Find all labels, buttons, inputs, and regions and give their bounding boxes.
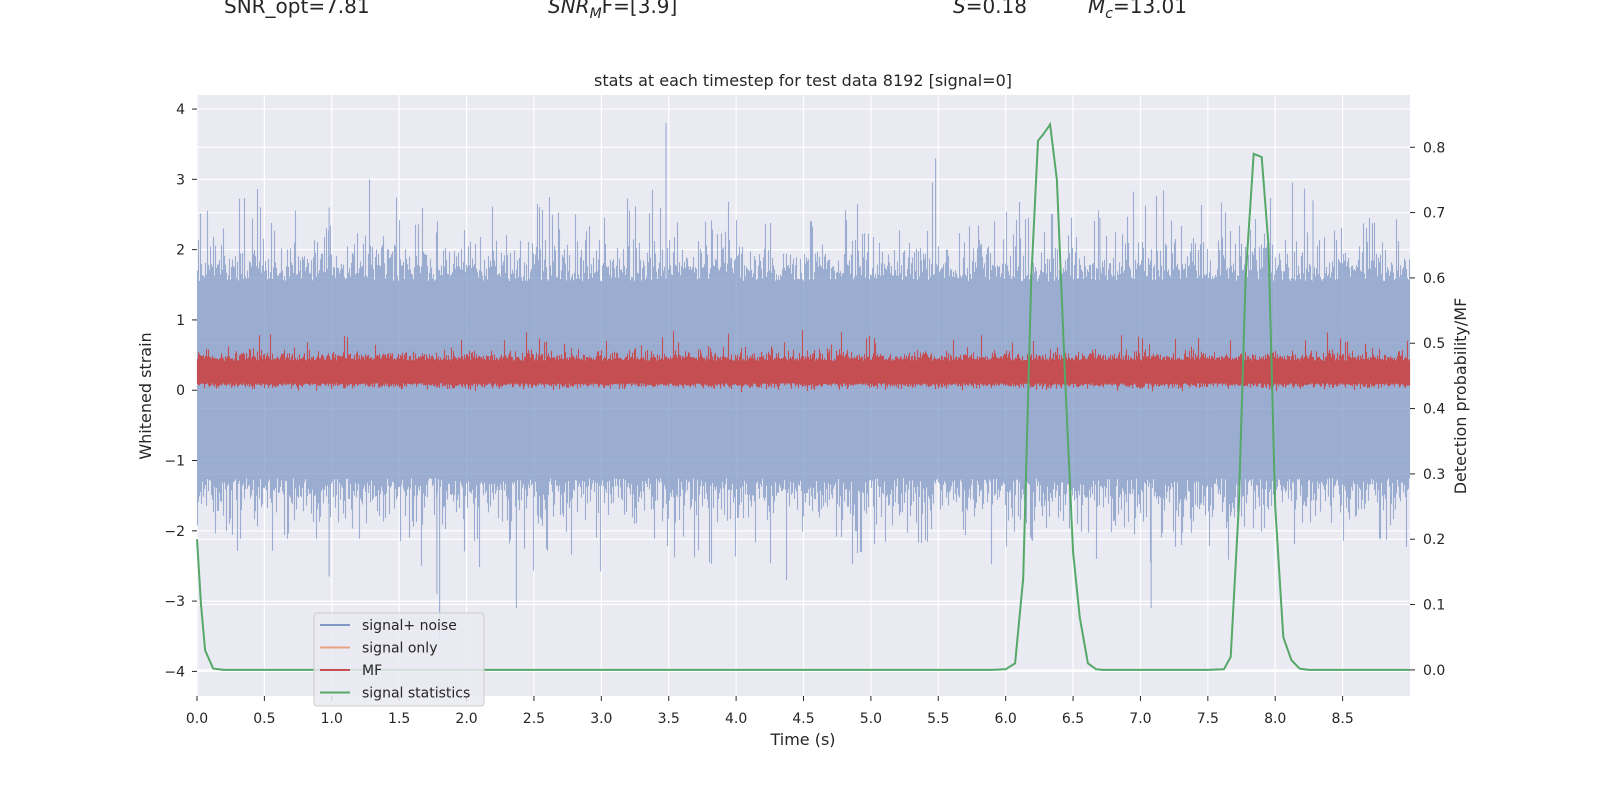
snr-mf-label: SNRMF=[3.9] bbox=[548, 0, 678, 22]
x-tick-label: 4.5 bbox=[792, 711, 814, 727]
mf-trace bbox=[196, 329, 1411, 393]
y-tick-label: −3 bbox=[164, 594, 185, 610]
series-mf bbox=[196, 329, 1411, 393]
y-tick-label: −2 bbox=[164, 524, 185, 540]
x-tick-label: 1.5 bbox=[388, 711, 410, 727]
y-right-tick-label: 0.6 bbox=[1423, 271, 1445, 287]
y-tick-label: 1 bbox=[176, 313, 185, 329]
y-axis-label: Whitened strain bbox=[136, 332, 155, 459]
y-tick-label: 0 bbox=[176, 383, 185, 399]
legend-box bbox=[313, 612, 485, 707]
y-right-tick-label: 0.3 bbox=[1423, 467, 1445, 483]
y-right-tick-label: 0.0 bbox=[1423, 663, 1445, 679]
s-value-label: S=0.18 bbox=[953, 0, 1027, 18]
y-tick-label: −4 bbox=[164, 664, 185, 680]
x-tick-label: 5.0 bbox=[860, 711, 882, 727]
mc-value-label: Mc=13.01 bbox=[1088, 0, 1187, 22]
y-tick-label: 4 bbox=[176, 102, 185, 118]
legend-entry: signal only bbox=[362, 641, 437, 657]
legend-entry: signal statistics bbox=[362, 686, 470, 702]
x-tick-label: 5.5 bbox=[927, 711, 949, 727]
y-tick-label: −1 bbox=[164, 454, 185, 470]
y-right-tick-label: 0.5 bbox=[1423, 336, 1445, 352]
snr-opt-label: SNR_opt=7.81 bbox=[224, 0, 370, 18]
x-tick-label: 8.0 bbox=[1264, 711, 1286, 727]
x-tick-label: 6.5 bbox=[1062, 711, 1084, 727]
x-tick-label: 8.5 bbox=[1331, 711, 1353, 727]
x-tick-label: 3.0 bbox=[590, 711, 612, 727]
legend-entry: MF bbox=[362, 663, 382, 679]
y-right-tick-label: 0.7 bbox=[1423, 206, 1445, 222]
x-tick-label: 7.5 bbox=[1197, 711, 1219, 727]
x-tick-label: 2.5 bbox=[523, 711, 545, 727]
x-tick-label: 2.0 bbox=[455, 711, 477, 727]
x-tick-label: 1.0 bbox=[321, 711, 343, 727]
y-right-tick-label: 0.1 bbox=[1423, 598, 1445, 614]
legend: signal+ noise signal only MF signal statist… bbox=[313, 612, 485, 707]
x-axis-label: Time (s) bbox=[769, 730, 835, 749]
legend-entry: signal+ noise bbox=[362, 618, 457, 634]
x-tick-label: 0.0 bbox=[186, 711, 208, 727]
series-signal-statistics bbox=[196, 121, 1410, 671]
y-axis-right-label: Detection probability/MF bbox=[1451, 298, 1470, 495]
y-right-tick-label: 0.4 bbox=[1423, 402, 1445, 418]
chart-title: stats at each timestep for test data 819… bbox=[594, 71, 1012, 90]
y-right-tick-label: 0.2 bbox=[1423, 532, 1445, 548]
y-tick-label: 2 bbox=[176, 243, 185, 259]
x-tick-label: 7.0 bbox=[1129, 711, 1151, 727]
y-tick-label: 3 bbox=[176, 172, 185, 188]
x-tick-label: 0.5 bbox=[253, 711, 275, 727]
x-tick-label: 4.0 bbox=[725, 711, 747, 727]
axis-ticks: 0.0 0.5 1.0 1.5 2.0 2.5 3.0 3.5 4.0 4.5 5.0 5.5 6.0 6… bbox=[164, 102, 1445, 727]
x-tick-label: 6.0 bbox=[995, 711, 1017, 727]
y-right-tick-label: 0.8 bbox=[1423, 140, 1445, 156]
x-tick-label: 3.5 bbox=[658, 711, 680, 727]
